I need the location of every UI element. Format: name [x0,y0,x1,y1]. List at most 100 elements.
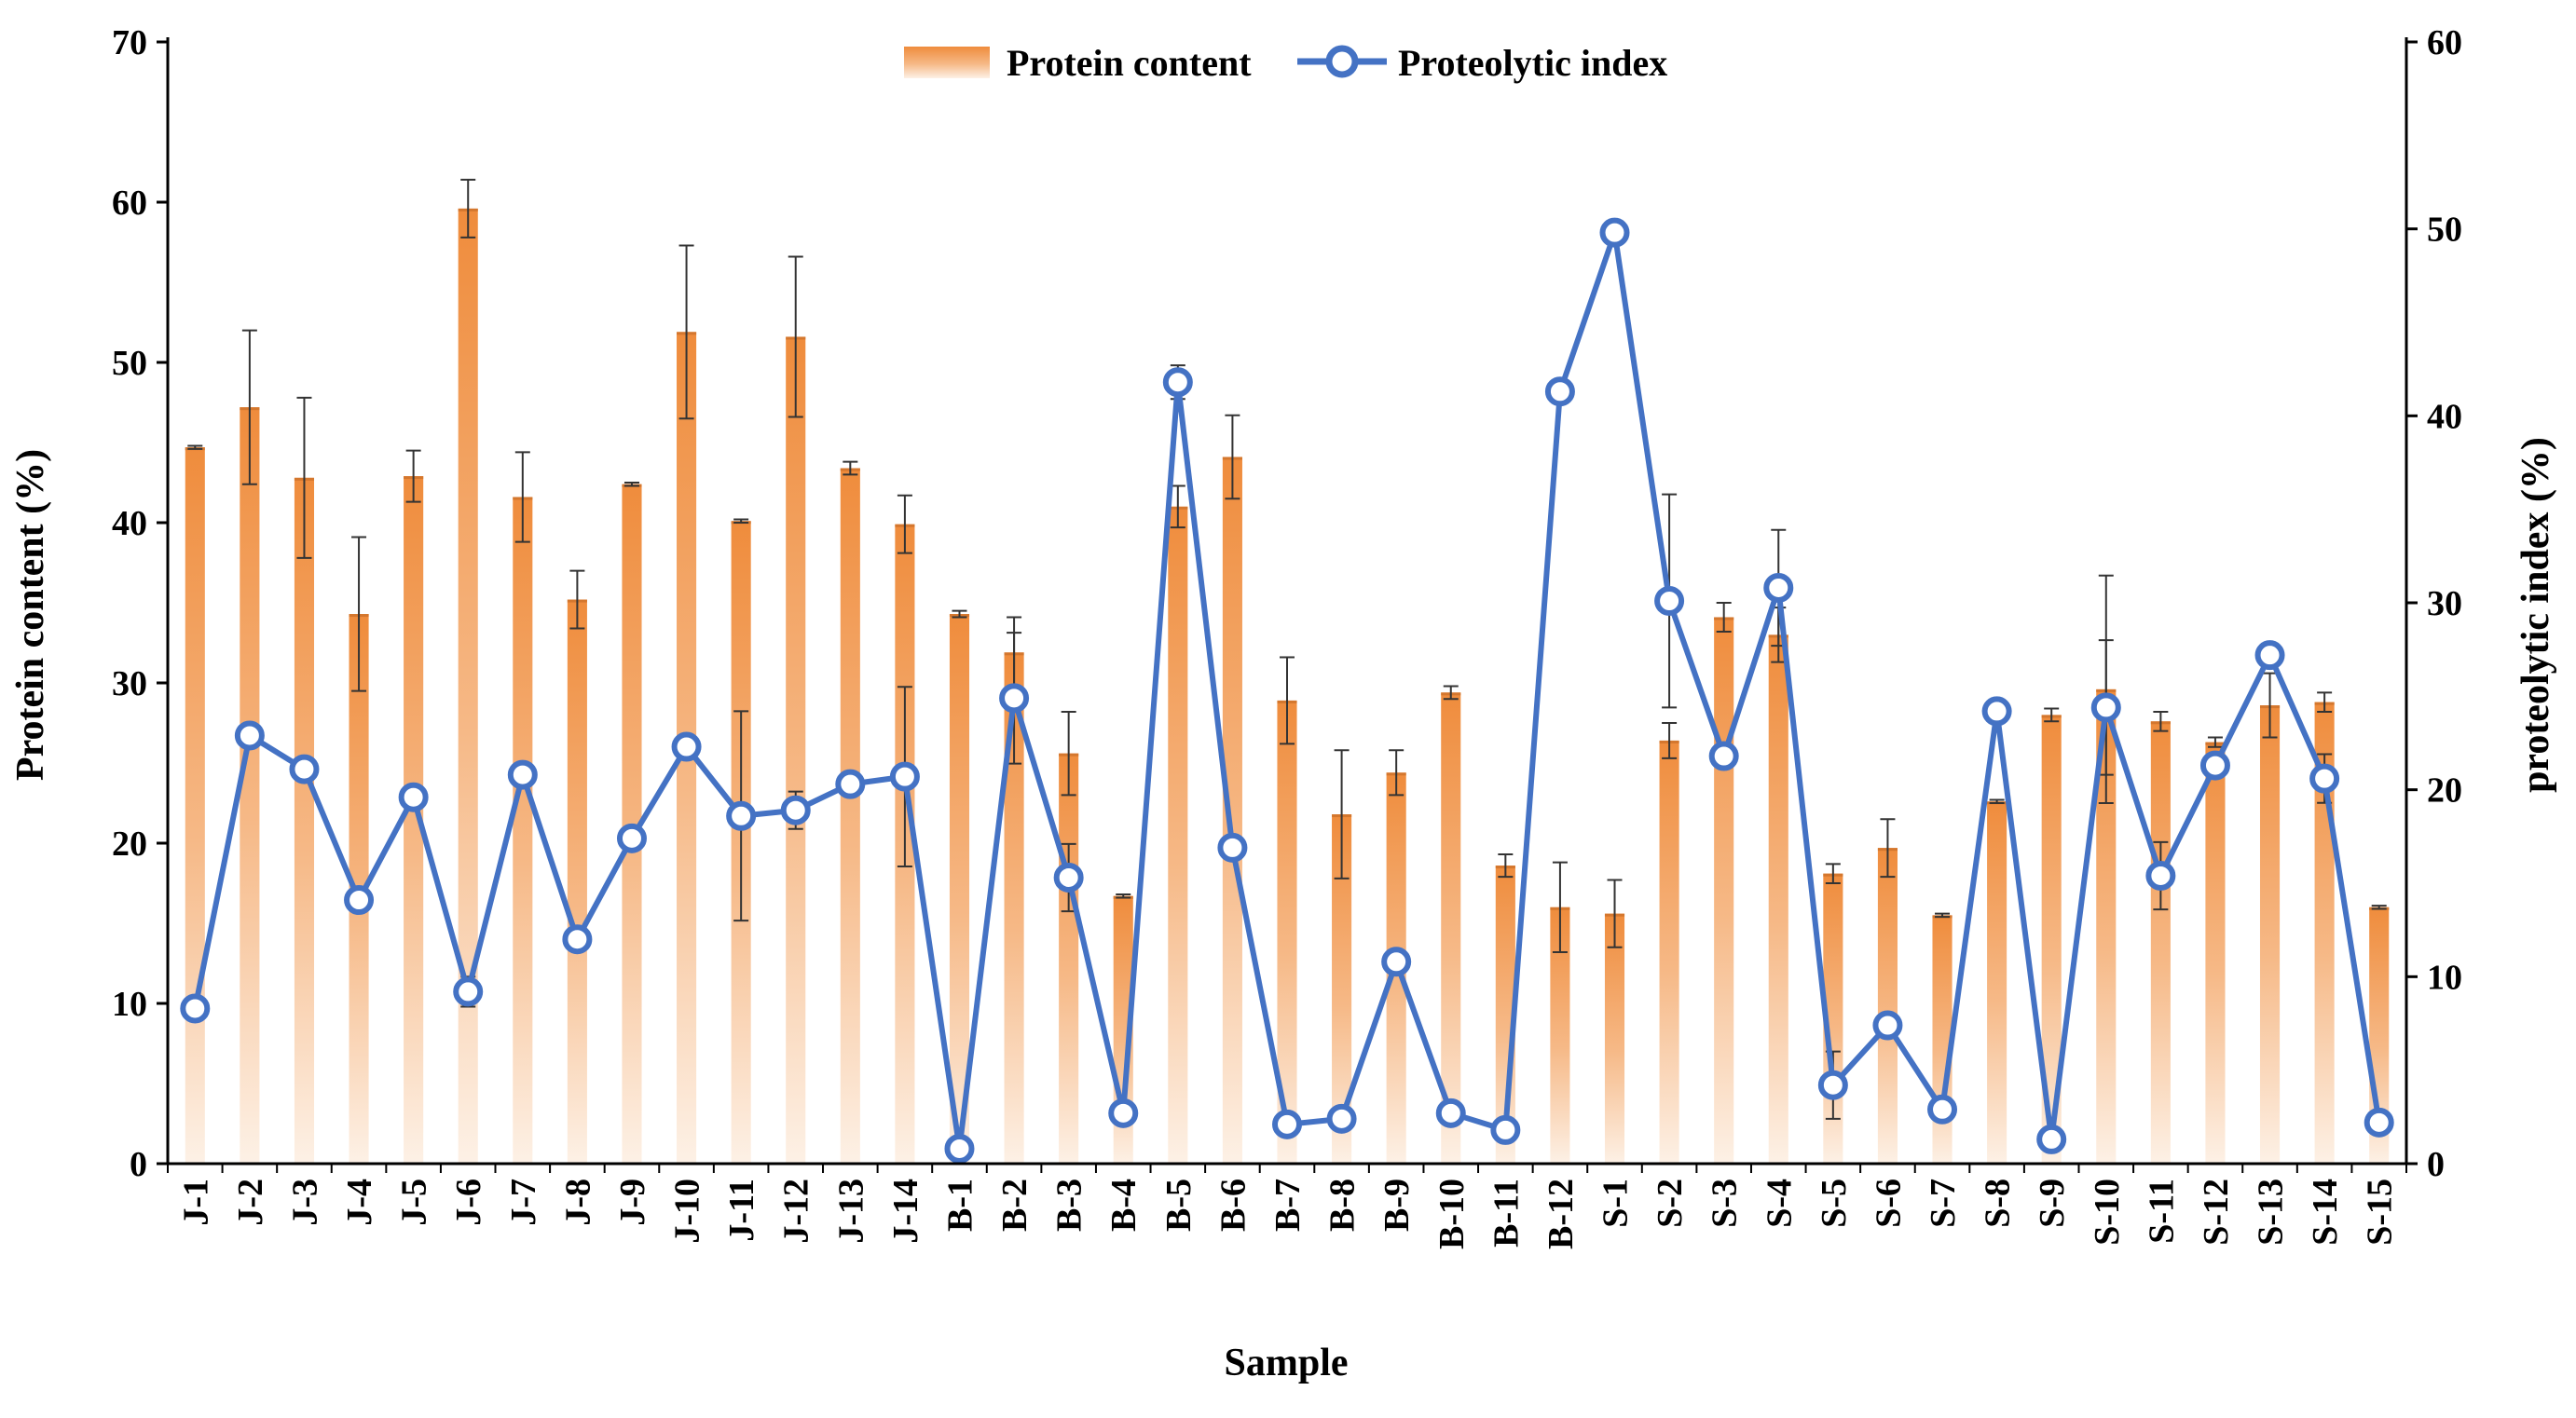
point-J-1 [180,993,211,1024]
point-J-3 [289,754,320,784]
x-tick-label-J-9: J-9 [613,1179,652,1226]
x-tick-label-S-1: S-1 [1596,1179,1636,1228]
bar-J-1 [185,447,205,1164]
x-tick-label-S-4: S-4 [1760,1179,1799,1228]
point-J-2 [234,720,265,751]
y2-tick-label-20: 20 [2427,771,2462,811]
point-J-8 [562,924,593,955]
x-tick-label-J-2: J-2 [231,1179,270,1226]
y2-axis-title: proteolytic index (%) [2514,437,2557,793]
y-tick-label-60: 60 [112,184,147,223]
point-B-7 [1272,1109,1302,1139]
x-tick-label-B-4: B-4 [1104,1179,1144,1232]
x-tick-label-J-12: J-12 [777,1179,816,1244]
point-S-13 [2254,640,2285,671]
x-tick-label-B-10: B-10 [1432,1179,1472,1249]
x-tick-label-B-12: B-12 [1541,1179,1581,1249]
bar-J-7 [513,497,533,1164]
point-S-4 [1763,572,1794,603]
bar-S-12 [2205,742,2226,1164]
legend-label-proteolytic-index: Proteolytic index [1398,42,1667,84]
point-J-11 [726,800,757,831]
x-tick-label-B-8: B-8 [1323,1179,1363,1232]
point-B-12 [1544,376,1575,407]
point-S-3 [1708,741,1739,771]
x-tick-label-B-9: B-9 [1377,1179,1417,1232]
bar-B-7 [1277,700,1297,1164]
x-tick-label-S-9: S-9 [2033,1179,2072,1228]
point-J-9 [616,823,647,853]
point-S-5 [1817,1070,1848,1100]
bar-J-3 [294,477,315,1164]
point-B-1 [944,1133,975,1164]
y2-tick-label-10: 10 [2427,958,2462,997]
x-tick-label-S-14: S-14 [2306,1179,2345,1246]
y2-tick-label-0: 0 [2427,1145,2445,1184]
point-S-9 [2036,1124,2067,1154]
bar-J-2 [240,407,260,1164]
x-tick-label-J-13: J-13 [831,1179,870,1244]
y-tick-label-0: 0 [130,1145,147,1184]
x-tick-label-S-15: S-15 [2361,1179,2400,1246]
x-tick-label-J-14: J-14 [886,1179,925,1244]
x-tick-label-S-11: S-11 [2142,1179,2181,1244]
point-B-10 [1435,1098,1466,1128]
bar-J-5 [404,476,424,1164]
x-tick-label-S-3: S-3 [1706,1179,1745,1228]
x-tick-label-J-7: J-7 [504,1179,543,1226]
y-tick-label-70: 70 [112,23,147,62]
x-axis-title: Sample [1224,1342,1348,1384]
point-S-11 [2145,860,2176,891]
bar-S-6 [1877,848,1898,1164]
y-tick-label-10: 10 [112,985,147,1024]
bar-B-1 [949,614,970,1164]
x-tick-label-B-7: B-7 [1268,1179,1308,1232]
bar-S-3 [1714,617,1734,1164]
legend-marker-proteolytic-index [1325,45,1359,78]
x-tick-label-J-1: J-1 [176,1179,215,1226]
bar-S-2 [1659,740,1679,1164]
point-S-10 [2090,692,2121,723]
point-B-8 [1326,1103,1357,1134]
bar-S-4 [1768,634,1788,1164]
bar-B-8 [1332,814,1352,1164]
x-tick-label-S-12: S-12 [2197,1179,2236,1246]
y2-tick-label-50: 50 [2427,211,2462,250]
point-B-5 [1162,367,1193,398]
legend: Protein content Proteolytic index [904,42,1667,84]
x-tick-label-B-3: B-3 [1050,1179,1089,1232]
bar-B-12 [1550,907,1570,1164]
y-tick-label-40: 40 [112,504,147,543]
x-tick-label-S-8: S-8 [1979,1179,2018,1228]
legend-swatch-protein-content [904,47,990,78]
point-S-8 [1981,696,2012,727]
bar-J-12 [786,336,806,1165]
bar-S-9 [2041,715,2062,1164]
y2-tick-label-60: 60 [2427,23,2462,62]
bar-S-10 [2096,689,2117,1164]
bar-S-1 [1604,913,1625,1164]
bar-J-6 [458,208,478,1164]
bar-J-13 [840,468,860,1164]
x-tick-label-B-11: B-11 [1487,1179,1526,1248]
legend-label-protein-content: Protein content [1007,42,1252,84]
y2-tick-label-40: 40 [2427,397,2462,436]
point-S-14 [2309,763,2340,794]
x-tick-label-J-6: J-6 [449,1179,488,1226]
x-tick-label-S-6: S-6 [1869,1179,1908,1228]
y-axis-title: Protein content (%) [9,449,52,781]
point-J-5 [398,782,429,812]
bar-B-3 [1059,753,1079,1164]
x-tick-label-B-2: B-2 [995,1179,1035,1232]
x-tick-label-J-11: J-11 [722,1179,761,1242]
x-tick-label-S-10: S-10 [2088,1179,2127,1246]
point-B-9 [1381,947,1412,977]
bar-B-6 [1222,457,1242,1165]
point-B-4 [1108,1098,1139,1128]
bar-B-2 [1004,652,1024,1164]
y-tick-label-30: 30 [112,664,147,703]
bar-S-8 [1987,801,2007,1164]
point-S-6 [1872,1010,1903,1041]
